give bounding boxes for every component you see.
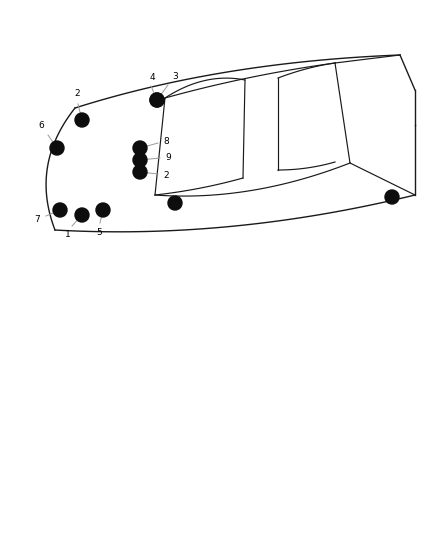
Text: 7: 7 xyxy=(34,215,40,224)
Circle shape xyxy=(150,93,164,107)
Circle shape xyxy=(385,190,399,204)
Circle shape xyxy=(50,141,64,155)
Circle shape xyxy=(75,113,89,127)
Text: 2: 2 xyxy=(74,89,80,98)
Circle shape xyxy=(133,165,147,179)
Text: 8: 8 xyxy=(163,136,169,146)
Circle shape xyxy=(75,208,89,222)
Circle shape xyxy=(53,203,67,217)
Text: 9: 9 xyxy=(165,152,171,161)
Circle shape xyxy=(133,153,147,167)
Circle shape xyxy=(168,196,182,210)
Circle shape xyxy=(150,93,164,107)
Text: 6: 6 xyxy=(38,121,44,130)
Text: 1: 1 xyxy=(65,230,71,239)
Text: 4: 4 xyxy=(149,73,155,82)
Text: 5: 5 xyxy=(96,228,102,237)
Circle shape xyxy=(133,141,147,155)
Text: 2: 2 xyxy=(163,171,169,180)
Text: 3: 3 xyxy=(172,72,178,81)
Circle shape xyxy=(96,203,110,217)
